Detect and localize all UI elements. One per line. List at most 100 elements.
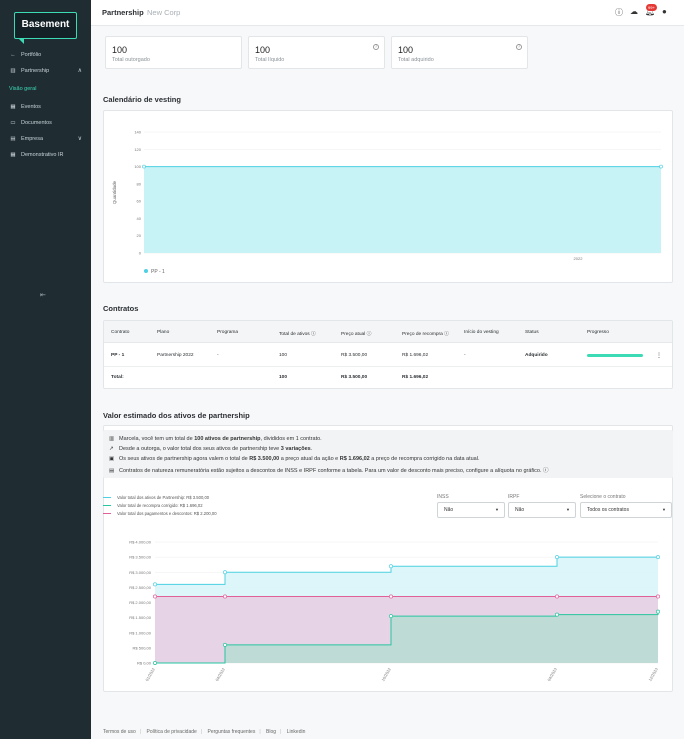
inss-select[interactable]: Não ▼ xyxy=(437,502,505,518)
row-contrato[interactable]: PP - 1 xyxy=(111,353,125,358)
sidebar-item-empresa[interactable]: ▤ Empresa ∨ xyxy=(0,132,91,146)
help-circle-icon[interactable]: ⓘ xyxy=(366,332,372,337)
notification-badge: 99+ xyxy=(646,4,657,11)
more-vertical-icon[interactable]: ⋮ xyxy=(656,353,662,359)
card-label: Total adquirido xyxy=(398,57,434,63)
vesting-point xyxy=(142,164,146,169)
y-tick-label: R$ 0,00 xyxy=(137,661,152,666)
help-circle-icon[interactable]: ⓘ xyxy=(444,332,449,337)
card-value: 100 xyxy=(255,45,271,55)
col-total-ativos: Total de ativos ⓘ xyxy=(279,330,316,337)
y-tick-label: 140 xyxy=(134,130,141,135)
sidebar-item-demonstrativo-ir[interactable]: ▦ Demonstrativo IR xyxy=(0,148,91,162)
data-point xyxy=(555,594,559,599)
data-point xyxy=(223,570,227,575)
table-header xyxy=(104,321,672,343)
footer: Termos de uso | Política de privacidade | … xyxy=(103,729,305,735)
footer-link-faq[interactable]: Perguntas frequentes xyxy=(207,729,256,735)
sidebar-item-eventos[interactable]: ▦ Eventos xyxy=(0,100,91,114)
row-total: 100 xyxy=(279,353,288,358)
legend-ativos: Valor total dos ativos de Partnership: R… xyxy=(103,495,209,500)
chevron-up-icon: ∧ xyxy=(77,68,82,74)
sidebar: Basement ← Portfólio ▥ Partnership ∧ Visão … xyxy=(0,0,91,739)
irpf-value: Não xyxy=(515,507,525,513)
data-point xyxy=(153,594,157,599)
x-tick-label: 2022 xyxy=(574,256,584,261)
caret-down-icon: ▼ xyxy=(495,507,499,512)
y-tick-label: R$ 4.000,00 xyxy=(129,540,152,545)
legend-label: Valor total dos ativos de Partnership: R… xyxy=(117,495,210,500)
bell-icon[interactable]: 🔔︎ xyxy=(645,7,656,16)
help-circle-icon[interactable]: ? xyxy=(373,44,379,50)
vesting-point xyxy=(659,164,663,169)
total-recompra: R$ 1.696,02 xyxy=(402,375,429,380)
cloud-icon[interactable]: ☁ xyxy=(630,7,638,16)
help-icon[interactable]: ⓘ xyxy=(615,8,623,17)
inss-label: INSS xyxy=(437,494,449,500)
data-point xyxy=(555,555,559,560)
user-avatar-icon[interactable]: ● xyxy=(662,7,667,16)
folder-icon: ▭ xyxy=(10,120,16,126)
company-name: New Corp xyxy=(147,8,181,17)
data-point xyxy=(223,594,227,599)
vesting-title: Calendário de vesting xyxy=(103,95,181,104)
footer-link-privacidade[interactable]: Política de privacidade xyxy=(146,729,197,735)
x-tick-label: 12/2023 xyxy=(647,666,659,682)
footer-separator: | xyxy=(139,729,142,735)
sidebar-item-portfolio[interactable]: ← Portfólio xyxy=(0,48,91,62)
legend-label: Valor total de recompra corrigido: R$ 1.… xyxy=(117,503,203,508)
info-line-2: ↗ Desde a outorga, o valor total dos seus… xyxy=(109,446,312,452)
caret-down-icon: ▼ xyxy=(662,507,666,512)
legend-label: Valor total dos pagamentos e descontos: … xyxy=(117,511,217,516)
info-text: Contratos de natureza remuneratória estã… xyxy=(119,468,542,474)
calendar-icon: ▦ xyxy=(10,104,16,110)
info-line-1: ▥ Marcela, você tem um total de 100 ativo… xyxy=(109,436,322,442)
y-tick-label: 120 xyxy=(134,147,141,152)
col-inicio-vesting: Início do vesting xyxy=(464,330,499,335)
row-plano: Partnership 2022 xyxy=(157,353,194,358)
card-value: 100 xyxy=(398,45,414,55)
info-text: Marcela, você tem um total de xyxy=(119,436,195,442)
legend-dot xyxy=(144,269,148,273)
col-plano: Plano xyxy=(157,330,170,335)
footer-link-termos[interactable]: Termos de uso xyxy=(103,729,136,735)
contract-select[interactable]: Todos os contratos ▼ xyxy=(580,502,672,518)
x-tick-label: 01/2022 xyxy=(144,666,156,682)
col-contrato: Contrato xyxy=(111,330,130,335)
total-preco: R$ 3.500,00 xyxy=(341,375,368,380)
document-icon: ▤ xyxy=(109,468,115,474)
y-tick-label: R$ 1.500,00 xyxy=(129,615,152,620)
help-circle-icon[interactable]: ⓘ xyxy=(543,468,549,474)
estimate-chart: R$ 0,00 R$ 500,00 R$ 1.000,00 R$ 1.500,00 R$… xyxy=(129,540,660,682)
help-circle-icon[interactable]: ? xyxy=(516,44,522,50)
card-label: Total líquido xyxy=(255,57,285,63)
footer-link-blog[interactable]: Blog xyxy=(266,729,277,735)
vesting-panel: 0 20 40 60 80 100 120 140 Quantidade 2022 PP - 1 xyxy=(103,110,673,283)
sidebar-item-partnership[interactable]: ▥ Partnership ∧ xyxy=(0,64,91,78)
legend-swatch xyxy=(103,505,111,507)
sidebar-item-visao-geral[interactable]: Visão geral xyxy=(9,86,37,92)
basement-logo[interactable]: Basement xyxy=(14,12,77,44)
col-preco-recompra: Preço de recompra ⓘ xyxy=(402,330,449,337)
card-label: Total outorgado xyxy=(112,57,150,63)
vesting-chart: 0 20 40 60 80 100 120 140 Quantidade 2022 PP - 1 xyxy=(112,130,663,275)
footer-separator: | xyxy=(259,729,261,735)
bar-chart-icon: ▥ xyxy=(109,436,115,442)
contract-select-label: Selecione o contrato xyxy=(580,494,626,500)
total-label: Total: xyxy=(111,375,124,380)
footer-separator: | xyxy=(200,729,203,735)
estimate-title: Valor estimado dos ativos de partnership xyxy=(103,411,250,420)
help-circle-icon[interactable]: ⓘ xyxy=(311,332,316,337)
arrow-left-icon: ← xyxy=(10,52,16,58)
row-inicio: - xyxy=(464,353,466,358)
legend-swatch xyxy=(103,497,111,499)
contracts-title: Contratos xyxy=(103,304,139,313)
collapse-left-icon[interactable]: ⇤ xyxy=(40,292,46,299)
data-point xyxy=(153,582,157,587)
card-total-outorgado: 100 Total outorgado xyxy=(105,36,242,69)
footer-link-linkedin[interactable]: Linkedin xyxy=(286,729,306,735)
irpf-select[interactable]: Não ▼ xyxy=(508,502,576,518)
footer-separator: | xyxy=(280,729,282,735)
sidebar-item-documentos[interactable]: ▭ Documentos xyxy=(0,116,91,130)
x-tick-label: 04/2022 xyxy=(214,666,226,682)
